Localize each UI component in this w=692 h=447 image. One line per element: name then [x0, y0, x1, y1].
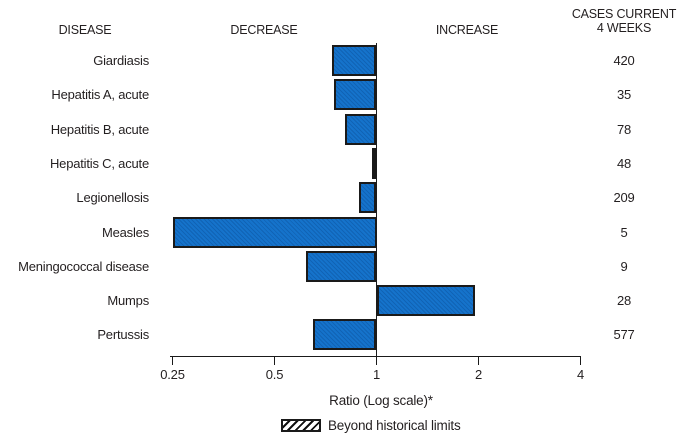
disease-label: Legionellosis: [76, 190, 149, 206]
case-count: 28: [616, 293, 632, 309]
x-axis-label: Ratio (Log scale)*: [329, 393, 433, 408]
disease-label: Pertussis: [97, 327, 149, 343]
x-tick: [477, 355, 480, 365]
column-header-cases: CASES CURRENT 4 WEEKS: [562, 7, 686, 35]
column-header-disease: DISEASE: [58, 23, 112, 37]
x-tick-label: 0.5: [265, 367, 284, 382]
case-count: 78: [616, 121, 632, 137]
disease-label: Hepatitis B, acute: [50, 121, 149, 137]
column-header-cases-line2: 4 WEEKS: [596, 21, 652, 35]
ratio-bar-meningococcal-disease: [306, 250, 377, 282]
legend: Beyond historical limits: [281, 418, 461, 433]
disease-label: Meningococcal disease: [18, 258, 149, 274]
column-header-increase: INCREASE: [435, 23, 499, 37]
disease-label: Hepatitis A, acute: [51, 87, 149, 103]
ratio-bar-mumps: [376, 285, 475, 317]
x-tick-label: 0.25: [160, 367, 185, 382]
x-axis-line: [170, 355, 581, 358]
x-tick-label: 1: [372, 367, 381, 382]
case-count: 5: [620, 224, 628, 240]
disease-label: Hepatitis C, acute: [49, 155, 149, 171]
x-tick: [579, 355, 582, 365]
disease-label: Measles: [101, 224, 149, 240]
ratio-bar-giardiasis: [332, 45, 377, 76]
baseline-ratio-1-line: [375, 43, 378, 356]
ratio-bar-pertussis: [313, 319, 377, 351]
x-tick: [375, 355, 378, 365]
ratio-bar-measles: [172, 216, 377, 248]
x-tick-label: 2: [474, 367, 483, 382]
case-count: 35: [616, 87, 632, 103]
x-tick: [273, 355, 276, 365]
disease-label: Mumps: [107, 293, 149, 309]
hatched-swatch-icon: [281, 419, 321, 432]
ratio-bar-legionellosis: [359, 182, 377, 214]
case-count: 48: [616, 155, 632, 171]
x-tick-label: 4: [576, 367, 585, 382]
column-header-decrease: DECREASE: [230, 23, 298, 37]
case-count: 577: [613, 327, 635, 343]
case-count: 209: [613, 190, 635, 206]
ratio-bar-hepatitis-c-acute: [372, 147, 377, 179]
case-count: 420: [613, 53, 635, 68]
case-count: 9: [620, 258, 628, 274]
legend-label: Beyond historical limits: [328, 418, 461, 433]
ratio-bar-hepatitis-b-acute: [345, 113, 377, 145]
x-tick: [171, 355, 174, 365]
column-header-cases-line1: CASES CURRENT: [571, 7, 677, 21]
ratio-bar-hepatitis-a-acute: [334, 79, 377, 111]
disease-label: Giardiasis: [93, 53, 149, 68]
